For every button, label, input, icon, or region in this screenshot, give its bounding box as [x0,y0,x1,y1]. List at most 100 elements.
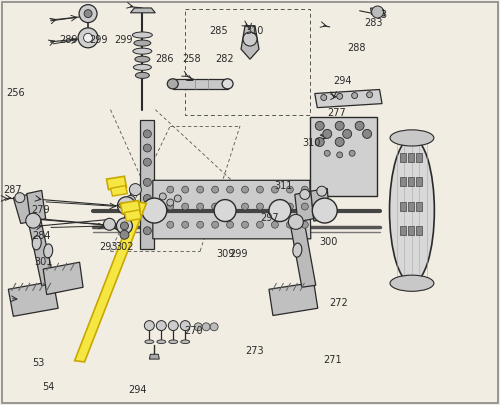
Polygon shape [43,262,83,294]
Ellipse shape [180,340,190,343]
Circle shape [362,130,372,139]
Circle shape [256,186,264,193]
Polygon shape [153,180,311,239]
Circle shape [118,197,136,215]
Circle shape [144,321,154,330]
Text: 311: 311 [274,181,292,190]
Circle shape [256,203,264,210]
Text: 287: 287 [3,185,22,194]
Polygon shape [14,194,36,224]
Text: 258: 258 [182,54,202,64]
Polygon shape [173,79,228,89]
Ellipse shape [133,48,152,54]
Circle shape [302,203,308,210]
Circle shape [288,214,304,229]
Ellipse shape [145,340,154,343]
Bar [416,153,422,162]
Polygon shape [124,210,142,221]
Circle shape [144,227,152,235]
Text: 299: 299 [229,249,248,259]
Text: 284: 284 [32,231,50,241]
Ellipse shape [157,340,166,343]
Polygon shape [295,191,314,222]
Circle shape [302,186,308,193]
Text: 53: 53 [32,358,44,368]
Circle shape [144,144,152,152]
Polygon shape [370,8,384,16]
Circle shape [182,221,188,228]
Circle shape [196,203,203,210]
Text: 288: 288 [347,43,366,53]
Circle shape [126,196,136,205]
Text: 309: 309 [216,249,234,259]
Circle shape [194,323,202,331]
Circle shape [120,230,129,239]
Circle shape [322,130,332,139]
Circle shape [120,222,128,230]
Circle shape [84,33,92,42]
Circle shape [272,186,278,193]
Circle shape [144,178,152,186]
Circle shape [202,323,210,331]
Text: 299: 299 [90,35,108,45]
Ellipse shape [134,64,152,70]
Circle shape [366,92,372,98]
Bar [416,177,422,186]
Ellipse shape [44,244,52,258]
Circle shape [316,137,324,147]
Circle shape [182,186,188,193]
Circle shape [372,6,384,18]
Circle shape [226,203,234,210]
Polygon shape [8,281,58,316]
Circle shape [212,221,218,228]
Text: 272: 272 [330,298,348,307]
Text: 271: 271 [324,355,342,365]
Polygon shape [27,190,46,222]
Bar [408,202,414,211]
Bar [310,117,377,196]
Circle shape [272,221,278,228]
Polygon shape [74,202,146,362]
Circle shape [212,186,218,193]
Circle shape [349,150,355,156]
Circle shape [272,203,278,210]
Text: 256: 256 [6,88,25,98]
Circle shape [116,218,132,234]
Circle shape [168,321,178,330]
Circle shape [144,130,152,138]
Text: 289: 289 [60,35,78,45]
Circle shape [196,186,203,193]
Text: 301: 301 [34,257,53,267]
Circle shape [156,321,166,330]
Polygon shape [290,220,316,287]
Ellipse shape [293,243,302,257]
Circle shape [214,200,236,222]
Circle shape [167,203,174,210]
Circle shape [242,221,248,228]
Circle shape [142,198,167,223]
Circle shape [226,221,234,228]
Circle shape [78,28,98,48]
Circle shape [286,186,294,193]
Circle shape [130,183,141,196]
Text: 3: 3 [380,10,386,20]
Circle shape [286,203,294,210]
Ellipse shape [32,236,41,250]
Polygon shape [130,8,156,13]
Circle shape [84,10,92,17]
Circle shape [15,193,25,202]
Circle shape [336,94,342,99]
Circle shape [174,195,181,202]
Circle shape [300,190,310,199]
Circle shape [210,323,218,331]
Text: 54: 54 [42,382,54,392]
Polygon shape [311,188,330,221]
Text: 310: 310 [302,138,320,148]
Circle shape [352,93,358,98]
Circle shape [212,203,218,210]
Polygon shape [150,354,160,359]
Text: 279: 279 [31,205,50,215]
Text: 277: 277 [327,108,346,118]
Circle shape [317,186,326,196]
Ellipse shape [390,275,434,291]
